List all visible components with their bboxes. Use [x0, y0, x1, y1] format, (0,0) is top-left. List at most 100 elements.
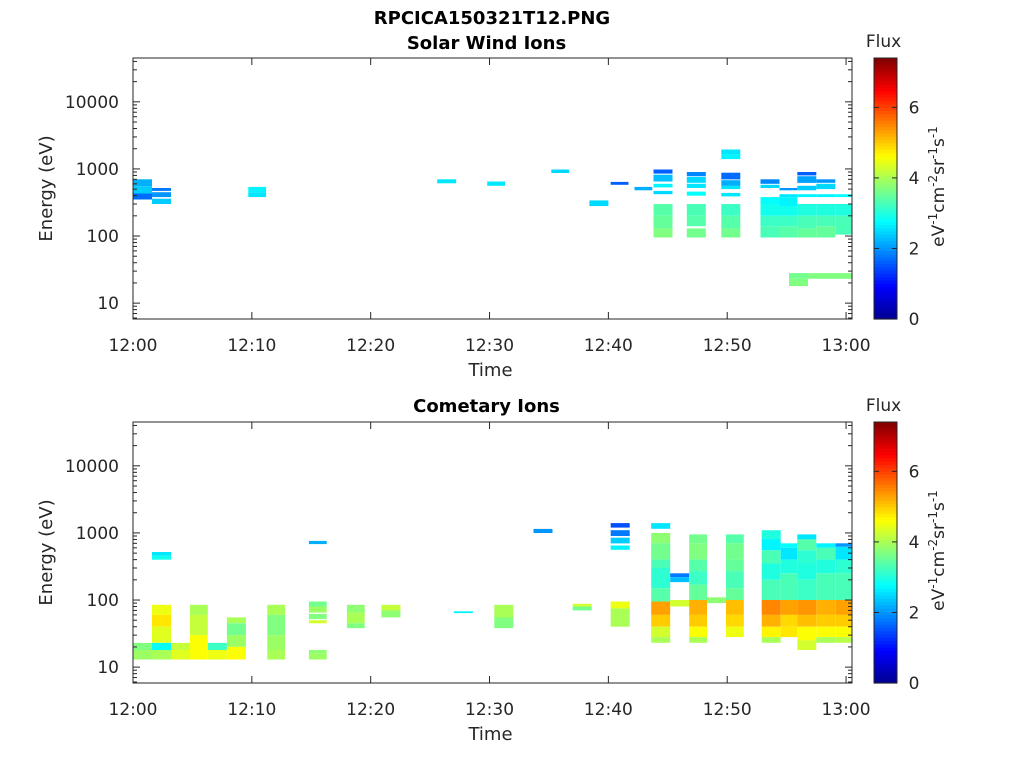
heatmap-cell [133, 650, 152, 660]
heatmap-cell [816, 194, 836, 198]
y-tick-label: 100 [87, 591, 119, 611]
heatmap-cell [308, 653, 327, 660]
heatmap-cell [808, 273, 852, 279]
heatmap-cell [610, 545, 630, 550]
heatmap-cell [780, 626, 798, 638]
heatmap-cell [797, 228, 817, 238]
heatmap-cell [797, 534, 817, 540]
heatmap-cell [779, 215, 798, 227]
heatmap-cell [779, 194, 798, 198]
colorbar-step [874, 87, 897, 92]
heatmap-cell [760, 204, 780, 216]
colorbar-step [874, 162, 897, 167]
heatmap-cell [308, 614, 327, 620]
colorbar-step [874, 191, 897, 196]
colorbar-frame [873, 57, 898, 320]
colorbar-step [874, 292, 897, 297]
heatmap-cell [634, 186, 653, 191]
colorbar-step [874, 669, 897, 674]
heatmap-cell [133, 186, 152, 194]
heatmap-cell [610, 181, 629, 185]
heatmap-cell [686, 204, 706, 216]
heatmap-cell [761, 626, 781, 638]
colorbar-step [874, 305, 897, 310]
colorbar-step [874, 61, 897, 66]
heatmap-cell [689, 534, 707, 544]
heatmap-cell [797, 614, 817, 627]
heatmap-cell [670, 600, 690, 607]
heatmap-cell [835, 546, 852, 560]
heatmap-cell [835, 626, 852, 638]
heatmap-cell [816, 204, 836, 216]
heatmap-cell [226, 646, 246, 660]
colorbar-step [874, 221, 897, 225]
colorbar-step [874, 454, 897, 459]
x-tick-label: 13:00 [822, 700, 871, 720]
heatmap-cell [610, 537, 630, 544]
heatmap-cell [835, 194, 852, 198]
heatmap-cell [689, 571, 707, 585]
colorbar-step [874, 500, 897, 505]
colorbar-step [874, 260, 897, 265]
colorbar-step [874, 257, 897, 261]
colorbar-step [874, 536, 897, 541]
heatmap-cell [816, 600, 836, 615]
colorbar-step [874, 441, 897, 446]
heatmap-cell [651, 523, 671, 529]
colorbar-step [874, 253, 897, 258]
heatmap-cell [726, 588, 744, 600]
heatmap-cell [308, 601, 327, 607]
colorbar-step [874, 634, 897, 638]
x-tick-label: 13:00 [822, 336, 871, 356]
colorbar-step [874, 263, 897, 268]
colorbar-step [874, 230, 897, 235]
heatmap-cell [686, 191, 706, 196]
heatmap-cell [789, 273, 808, 279]
heatmap-cell [346, 612, 365, 624]
heatmap-cell [689, 543, 707, 560]
heatmap-cell [760, 184, 780, 188]
colorbar-step [874, 237, 897, 242]
heatmap-cell [267, 635, 286, 650]
colorbar-step [874, 165, 897, 170]
heatmap-cell [779, 188, 798, 191]
heatmap-cell [308, 540, 327, 545]
heatmap-cell [207, 650, 227, 660]
colorbar-unit-label: eV-1cm-2sr-1s-1 [926, 490, 949, 611]
heatmap-cell [835, 215, 852, 235]
heatmap-cell [686, 215, 706, 227]
colorbar-step [874, 516, 897, 521]
colorbar-step [874, 90, 897, 95]
colorbar-step [874, 588, 897, 593]
colorbar-step [874, 217, 897, 222]
colorbar-step [874, 204, 897, 209]
colorbar-step [874, 647, 897, 651]
heatmap-cell [779, 197, 798, 206]
heatmap-cell [760, 226, 780, 238]
colorbar-step [874, 172, 897, 177]
heatmap-cell [726, 614, 744, 627]
plot-area [133, 58, 852, 319]
colorbar-step [874, 575, 897, 580]
heatmap-cell [761, 530, 781, 540]
heatmap-cell [760, 215, 780, 227]
heatmap-cell [797, 215, 817, 229]
heatmap-cell [651, 568, 671, 589]
heatmap-cell [761, 550, 781, 564]
heatmap-cell [494, 617, 514, 629]
heatmap-cell [381, 610, 401, 618]
panel-title: Solar Wind Ions [407, 33, 566, 54]
heatmap-cell [835, 559, 852, 574]
colorbar-step [874, 457, 897, 462]
colorbar-step [874, 273, 897, 278]
x-tick-label: 12:00 [109, 336, 158, 356]
colorbar-step [874, 568, 897, 573]
heatmap-cell [721, 192, 741, 197]
colorbar-step [874, 289, 897, 294]
x-tick-label: 12:50 [703, 336, 752, 356]
colorbar-step [874, 201, 897, 206]
heatmap-cell [835, 600, 852, 615]
colorbar-step [874, 142, 897, 147]
heatmap-cell [670, 573, 690, 577]
heatmap-cell [761, 539, 781, 551]
